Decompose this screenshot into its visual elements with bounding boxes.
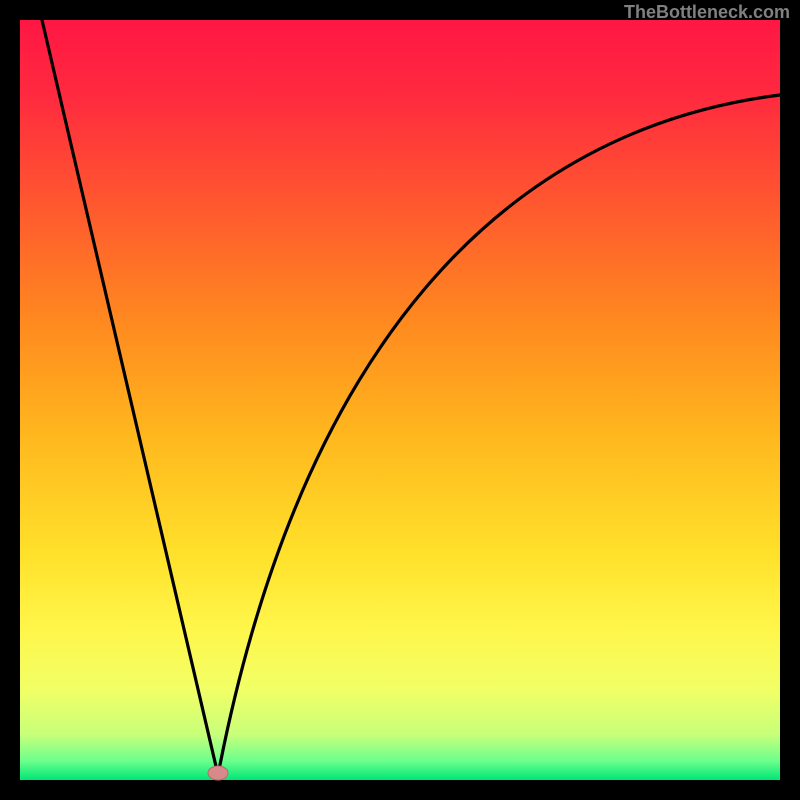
chart-canvas (0, 0, 800, 800)
watermark-text: TheBottleneck.com (624, 2, 790, 23)
bottleneck-chart (0, 0, 800, 800)
